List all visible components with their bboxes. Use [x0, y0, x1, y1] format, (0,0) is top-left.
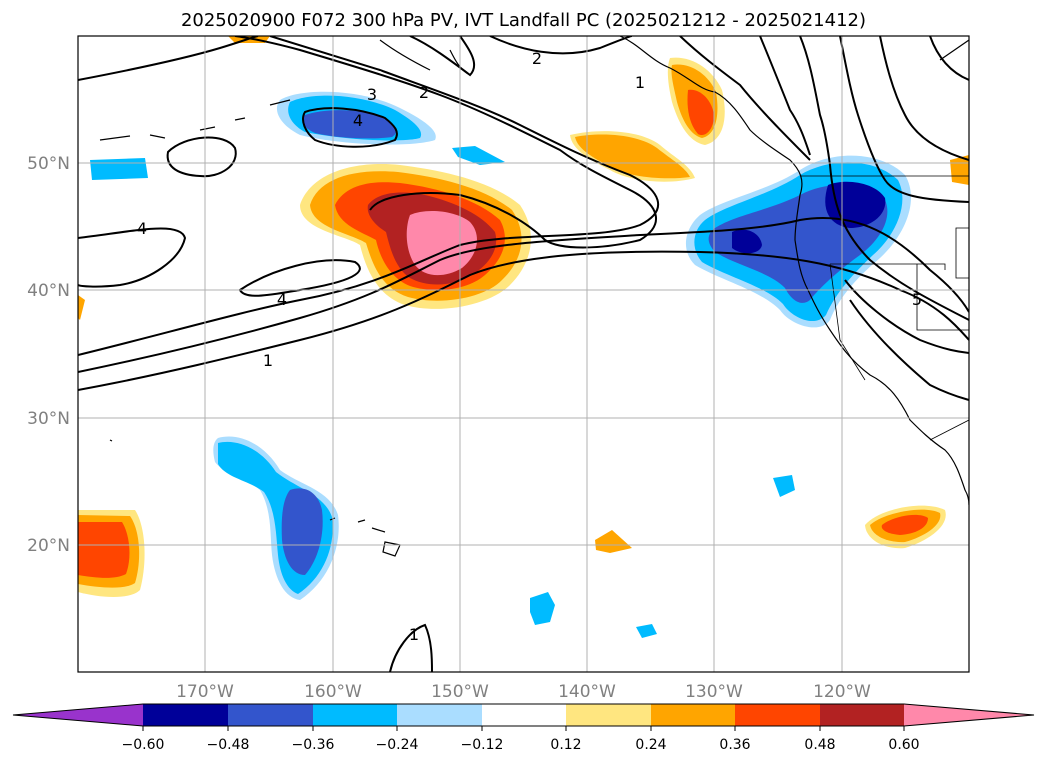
pv-anomaly-positive-other — [78, 36, 969, 597]
map-frame — [77, 35, 970, 673]
colorbar-segment — [735, 704, 820, 726]
colorbar-tick-label: −0.24 — [376, 737, 419, 753]
map-title: 2025020900 F072 300 hPa PV, IVT Landfall… — [180, 10, 867, 31]
lat-label: 30°N — [27, 409, 70, 429]
contour-label: 1 — [409, 625, 419, 644]
colorbar-segment — [820, 704, 904, 726]
lon-label: 120°W — [813, 682, 871, 702]
colorbar-segment — [566, 704, 651, 726]
contour-label: 4 — [353, 111, 363, 130]
colorbar-tick-label: −0.12 — [461, 737, 504, 753]
lat-label: 20°N — [27, 536, 70, 556]
colorbar-tick-label: −0.48 — [207, 737, 250, 753]
colorbar-tick-label: 0.24 — [635, 737, 666, 753]
colorbar-segment — [482, 704, 566, 726]
lon-label: 150°W — [431, 682, 489, 702]
colorbar-tick-label: 0.36 — [719, 737, 750, 753]
colorbar-tick-label: 0.48 — [804, 737, 835, 753]
political-borders — [800, 175, 969, 441]
contour-label: 4 — [277, 290, 287, 309]
contour-label: 5 — [912, 290, 922, 309]
colorbar-segment — [228, 704, 313, 726]
colorbar-segment — [313, 704, 397, 726]
colorbar-segment — [651, 704, 735, 726]
lon-label: 140°W — [558, 682, 616, 702]
lon-label: 170°W — [176, 682, 234, 702]
pv-anomaly-negative-central-south — [213, 436, 795, 638]
gridlines — [78, 36, 969, 672]
colorbar-segment — [143, 704, 228, 726]
colorbar-tick-label: 0.60 — [888, 737, 919, 753]
contour-label: 3 — [367, 85, 377, 104]
pv-contours — [78, 36, 969, 672]
lon-label: 130°W — [685, 682, 743, 702]
pv-anomaly-negative-northwest — [90, 91, 505, 180]
pv-anomaly-positive-central — [300, 164, 531, 309]
contour-labels: 1 2 3 4 4 4 5 1 2 1 — [137, 49, 922, 644]
colorbar: −0.60 −0.48 −0.36 −0.24 −0.12 0.12 0.24 … — [12, 703, 1035, 753]
colorbar-tick-label: −0.60 — [122, 737, 165, 753]
map-panel: 1 2 3 4 4 4 5 1 2 1 — [78, 36, 969, 672]
colorbar-segment — [397, 704, 482, 726]
colorbar-extend-low — [13, 704, 143, 726]
colorbar-tick-label: 0.12 — [550, 737, 581, 753]
latitude-labels: 50°N 40°N 30°N 20°N — [27, 154, 70, 556]
pv-anomaly-negative-west-coast — [685, 155, 911, 328]
lon-label: 160°W — [304, 682, 362, 702]
lat-label: 40°N — [27, 281, 70, 301]
longitude-labels: 170°W 160°W 150°W 140°W 130°W 120°W — [176, 682, 871, 702]
contour-label: 2 — [532, 49, 542, 68]
contour-label: 4 — [137, 219, 147, 238]
contour-label: 1 — [263, 351, 273, 370]
contour-label: 1 — [635, 73, 645, 92]
lat-label: 50°N — [27, 154, 70, 174]
colorbar-tick-label: −0.36 — [292, 737, 335, 753]
colorbar-extend-high — [904, 704, 1034, 726]
contour-label: 2 — [419, 83, 429, 102]
